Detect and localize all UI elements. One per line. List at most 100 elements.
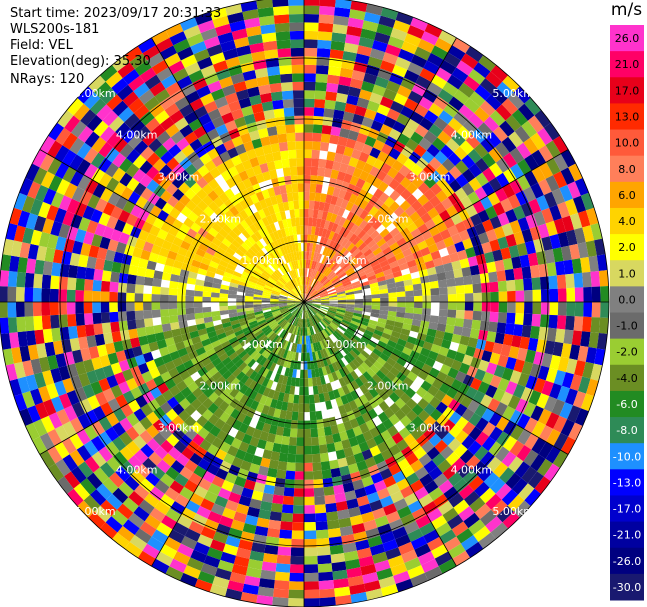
- velocity-bin: [336, 288, 345, 294]
- velocity-bin: [385, 44, 402, 57]
- velocity-bin: [331, 277, 340, 284]
- velocity-bin: [383, 207, 394, 219]
- velocity-bin: [448, 45, 466, 61]
- velocity-bin: [340, 119, 353, 131]
- velocity-bin: [304, 132, 313, 142]
- velocity-bin: [430, 287, 440, 296]
- velocity-bin: [574, 177, 589, 196]
- velocity-bin: [330, 262, 339, 271]
- colorbar-tick-label: -13.0: [613, 476, 641, 489]
- velocity-bin: [387, 36, 405, 49]
- velocity-bin: [388, 302, 398, 307]
- velocity-bin: [381, 264, 392, 272]
- velocity-bin: [437, 88, 454, 104]
- velocity-bin: [442, 81, 459, 97]
- velocity-bin: [359, 199, 369, 210]
- velocity-bin: [378, 284, 388, 291]
- velocity-bin: [395, 11, 414, 26]
- velocity-bin: [475, 158, 490, 173]
- velocity-bin: [317, 209, 324, 220]
- velocity-bin: [346, 269, 356, 277]
- velocity-bin: [474, 222, 486, 236]
- velocity-bin: [365, 64, 380, 77]
- velocity-bin: [521, 266, 532, 279]
- velocity-bin: [405, 194, 418, 206]
- velocity-bin: [417, 169, 430, 183]
- velocity-bin: [394, 275, 404, 283]
- velocity-bin: [372, 247, 383, 256]
- velocity-bin: [509, 179, 523, 195]
- velocity-bin: [441, 158, 456, 172]
- velocity-bin: [517, 158, 532, 175]
- velocity-bin: [314, 192, 322, 202]
- velocity-bin: [355, 159, 367, 171]
- velocity-bin: [310, 251, 315, 261]
- velocity-bin: [448, 179, 462, 193]
- velocity-bin: [374, 76, 390, 89]
- velocity-bin: [353, 226, 363, 237]
- velocity-bin: [429, 182, 443, 196]
- velocity-bin: [304, 98, 315, 108]
- velocity-bin: [485, 71, 503, 88]
- velocity-bin: [362, 263, 372, 272]
- velocity-bin: [330, 213, 338, 223]
- velocity-bin: [381, 218, 393, 229]
- velocity-bin: [397, 296, 406, 302]
- velocity-bin: [541, 236, 553, 251]
- velocity-bin: [304, 30, 319, 40]
- velocity-bin: [438, 110, 454, 125]
- velocity-bin: [329, 134, 340, 145]
- velocity-bin: [350, 213, 360, 224]
- velocity-bin: [355, 239, 364, 249]
- velocity-bin: [442, 171, 456, 185]
- velocity-bin: [341, 59, 356, 70]
- velocity-bin: [574, 227, 586, 244]
- velocity-bin: [383, 268, 393, 276]
- velocity-bin: [354, 298, 364, 302]
- velocity-bin: [326, 82, 339, 93]
- velocity-bin: [348, 193, 358, 204]
- velocity-bin: [312, 296, 321, 300]
- velocity-bin: [386, 108, 401, 121]
- velocity-bin: [306, 285, 310, 294]
- velocity-bin: [372, 220, 382, 231]
- velocity-bin: [543, 122, 560, 141]
- velocity-bin: [327, 259, 334, 268]
- velocity-bin: [405, 170, 418, 183]
- velocity-bin: [489, 215, 502, 230]
- velocity-bin: [507, 302, 516, 314]
- velocity-bin: [446, 244, 458, 255]
- velocity-bin: [349, 275, 359, 282]
- colorbar-tick-label: 17.0: [615, 84, 640, 97]
- velocity-bin: [379, 288, 389, 295]
- velocity-bin: [481, 182, 495, 197]
- velocity-bin: [481, 292, 491, 302]
- velocity-bin: [366, 154, 378, 167]
- velocity-bin: [400, 188, 412, 201]
- velocity-bin: [329, 296, 338, 300]
- velocity-bin: [334, 7, 351, 18]
- velocity-bin: [332, 278, 341, 286]
- colorbar-tick-label: 0.0: [618, 293, 636, 306]
- velocity-bin: [335, 286, 345, 292]
- velocity-bin: [429, 170, 443, 183]
- velocity-bin: [455, 174, 469, 188]
- velocity-bin: [471, 274, 481, 285]
- velocity-bin: [392, 246, 403, 256]
- velocity-bin: [496, 81, 514, 99]
- velocity-bin: [513, 231, 525, 245]
- velocity-bin: [319, 292, 329, 297]
- velocity-bin: [400, 77, 416, 91]
- velocity-bin: [304, 295, 310, 302]
- velocity-bin: [354, 206, 364, 217]
- velocity-bin: [541, 207, 554, 224]
- velocity-bin: [414, 46, 431, 61]
- velocity-bin: [304, 293, 307, 302]
- velocity-bin: [334, 0, 352, 10]
- velocity-bin: [465, 134, 481, 149]
- velocity-bin: [466, 226, 479, 239]
- velocity-bin: [588, 255, 599, 272]
- velocity-bin: [309, 260, 313, 269]
- velocity-bin: [561, 215, 575, 232]
